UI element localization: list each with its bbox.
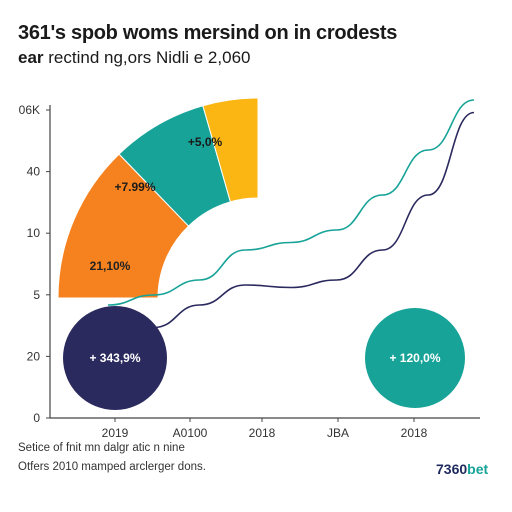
ring-segment-label: +7.99%: [114, 180, 155, 194]
x-tick-label: 2019: [102, 426, 129, 440]
chart-title: 361's spob woms mersind on in crodests: [18, 22, 398, 44]
footnote-notes: Otfers 2010 mamped arclerger dons.: [18, 461, 206, 473]
ring-segment-label: 21,10%: [90, 259, 131, 273]
bubble: [365, 308, 465, 408]
brand-main: 7360: [436, 461, 468, 477]
bubble-label: + 120,0%: [389, 351, 440, 365]
y-tick-label: 10: [27, 226, 41, 240]
bubble: [63, 306, 167, 410]
x-tick-label: 2018: [249, 426, 276, 440]
brand-logo: 7360bet: [436, 461, 488, 477]
x-tick-label: A0100: [173, 426, 208, 440]
chart-subtitle: ear rectind ng,ors Nidli e 2,060: [18, 48, 250, 68]
x-tick-label: 2018: [401, 426, 428, 440]
subtitle-rest: rectind ng,ors Nidli e 2,060: [43, 48, 251, 67]
y-tick-label: 40: [27, 165, 41, 179]
y-tick-label: 06K: [19, 103, 40, 117]
bubble-label: + 343,9%: [89, 351, 140, 365]
footnote-source: Setice of fnit mn dalgr atic n nine: [18, 442, 185, 454]
y-tick-label: 5: [33, 288, 40, 302]
ring-segment-label: +5,0%: [188, 135, 223, 149]
brand-accent: bet: [467, 461, 489, 477]
series-line: [107, 111, 475, 339]
y-tick-label: 20: [27, 349, 41, 363]
ring-segment: [202, 97, 259, 203]
x-tick-label: JBA: [327, 426, 349, 440]
y-tick-label: 0: [33, 411, 40, 425]
series-line: [107, 99, 475, 306]
subtitle-bold: ear: [18, 48, 44, 67]
